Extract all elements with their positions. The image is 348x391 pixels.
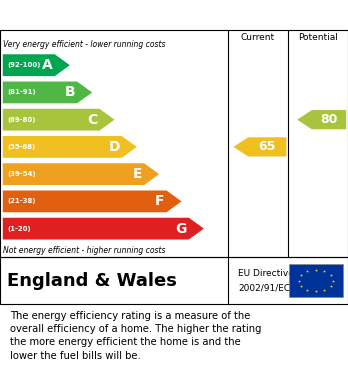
Text: (92-100): (92-100) [7,62,40,68]
Text: 65: 65 [259,140,276,153]
Text: A: A [42,58,53,72]
Polygon shape [234,137,286,156]
Text: Current: Current [241,34,275,43]
Polygon shape [3,54,70,76]
Text: B: B [65,85,76,99]
Polygon shape [3,136,137,158]
Text: (69-80): (69-80) [7,117,35,123]
Polygon shape [3,163,159,185]
Text: England & Wales: England & Wales [7,271,177,289]
Polygon shape [3,109,114,131]
Polygon shape [3,190,182,212]
Text: (39-54): (39-54) [7,171,35,177]
Polygon shape [3,82,92,103]
Bar [289,264,343,297]
Text: (1-20): (1-20) [7,226,31,231]
Text: C: C [87,113,98,127]
Text: (21-38): (21-38) [7,198,35,204]
Text: F: F [155,194,165,208]
Text: E: E [133,167,142,181]
Polygon shape [297,110,346,129]
Text: (55-68): (55-68) [7,144,35,150]
Text: 2002/91/EC: 2002/91/EC [238,283,291,292]
Text: (81-91): (81-91) [7,90,35,95]
Text: Very energy efficient - lower running costs: Very energy efficient - lower running co… [3,40,166,49]
Text: G: G [176,222,187,236]
Text: Energy Efficiency Rating: Energy Efficiency Rating [69,7,279,23]
Text: Potential: Potential [298,34,338,43]
Text: Not energy efficient - higher running costs: Not energy efficient - higher running co… [3,246,166,255]
Text: EU Directive: EU Directive [238,269,294,278]
Polygon shape [3,218,204,240]
Text: 80: 80 [321,113,338,126]
Text: D: D [109,140,120,154]
Text: The energy efficiency rating is a measure of the
overall efficiency of a home. T: The energy efficiency rating is a measur… [10,311,262,361]
